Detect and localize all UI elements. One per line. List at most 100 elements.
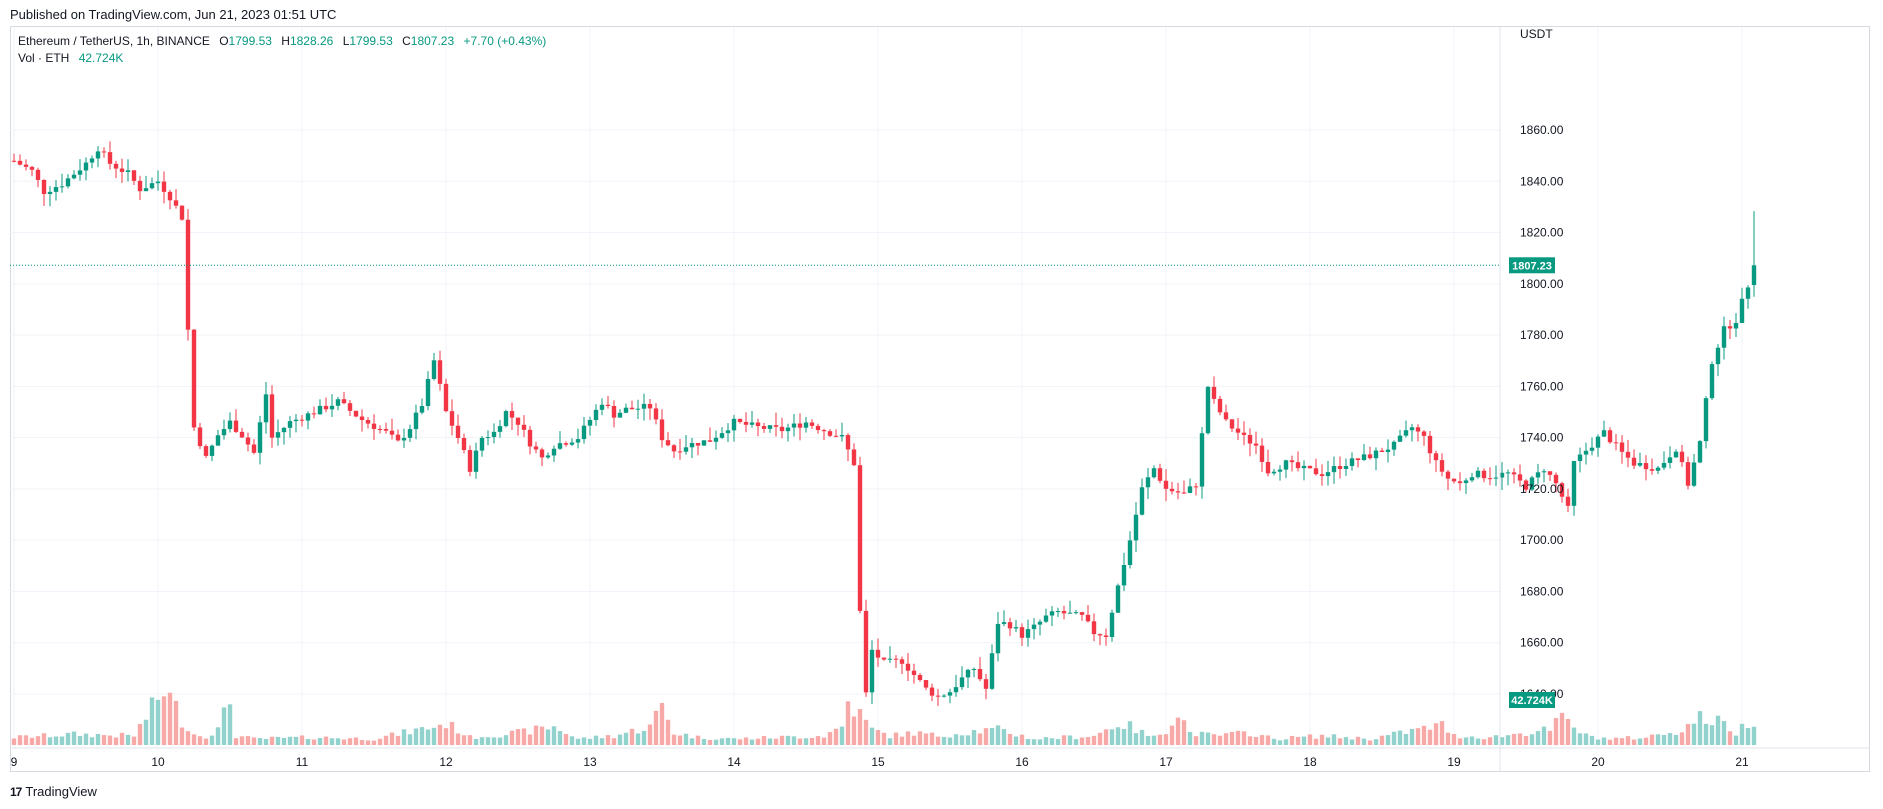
volume-bar <box>221 707 227 745</box>
candle-body <box>1289 460 1295 463</box>
candle-body <box>1013 627 1019 629</box>
volume-bar <box>635 733 641 745</box>
low-key: L <box>342 34 350 48</box>
volume-bar <box>857 709 863 745</box>
candle-body <box>287 421 293 428</box>
volume-bar <box>1223 733 1229 745</box>
last-price-label: 1807.23 <box>1512 260 1552 272</box>
candle-body <box>683 447 689 452</box>
candle-body <box>485 437 491 439</box>
volume-bar <box>491 737 497 745</box>
volume-bar <box>1577 733 1583 745</box>
candle-body <box>1337 466 1343 469</box>
candle-body <box>305 413 311 421</box>
volume-bar <box>575 738 581 745</box>
volume-bar <box>119 732 125 745</box>
y-tick-label: 1740.00 <box>1520 431 1564 445</box>
volume-bar <box>1127 721 1133 745</box>
candle-body <box>1127 540 1133 566</box>
volume-bar <box>233 738 239 745</box>
volume-bar <box>1409 729 1415 745</box>
volume-bar <box>815 736 821 745</box>
volume-bar <box>1619 738 1625 745</box>
candle-body <box>1319 474 1325 477</box>
volume-bar <box>215 727 221 745</box>
candle-body <box>971 668 977 670</box>
candle-body <box>989 653 995 689</box>
candle-body <box>755 422 761 427</box>
candle-body <box>23 164 29 167</box>
volume-bar <box>1379 735 1385 745</box>
candle-body <box>131 170 137 181</box>
candle-body <box>1307 465 1313 469</box>
volume-bar <box>1199 731 1205 745</box>
candle-body <box>401 437 407 441</box>
volume-bar <box>1403 733 1409 745</box>
volume-bar <box>1133 733 1139 745</box>
volume-bar <box>863 719 869 745</box>
candle-body <box>1643 463 1649 470</box>
candle-body <box>1163 480 1169 489</box>
volume-bar <box>1649 734 1655 745</box>
volume-bar <box>1265 735 1271 745</box>
volume-bar <box>53 736 59 745</box>
volume-label[interactable]: Vol · ETH <box>18 51 70 65</box>
volume-bar <box>131 736 137 745</box>
symbol-label[interactable]: Ethereum / TetherUS, 1h, BINANCE <box>18 34 210 48</box>
candle-body <box>689 443 695 448</box>
volume-bar <box>107 735 113 745</box>
candle-body <box>233 420 239 432</box>
candle-body <box>1001 622 1007 624</box>
candle-body <box>1541 471 1547 473</box>
candle-body <box>479 437 485 451</box>
volume-bar <box>113 737 119 745</box>
volume-bar <box>161 696 167 745</box>
volume-bar <box>1175 717 1181 745</box>
x-tick-label: 18 <box>1303 755 1317 769</box>
volume-bar <box>461 735 467 745</box>
candle-body <box>707 440 713 442</box>
candle-body <box>935 695 941 697</box>
volume-bar <box>29 737 35 745</box>
footer-brand[interactable]: 17 TradingView <box>10 784 97 799</box>
candle-body <box>737 418 743 422</box>
volume-bar <box>1025 739 1031 745</box>
chart-frame[interactable] <box>10 26 1870 772</box>
volume-bar <box>1313 738 1319 745</box>
candle-body <box>221 429 227 436</box>
candle-body <box>155 181 161 184</box>
volume-bar <box>1145 735 1151 745</box>
volume-bar <box>1211 734 1217 745</box>
close-value: 1807.23 <box>410 34 455 48</box>
y-tick-label: 1660.00 <box>1520 636 1564 650</box>
candle-body <box>1211 386 1217 399</box>
last-volume-badge <box>1509 692 1555 708</box>
candle-body <box>1679 451 1685 463</box>
candle-body <box>569 442 575 445</box>
candle-body <box>257 422 263 453</box>
volume-bar <box>395 735 401 745</box>
volume-bar <box>23 735 29 745</box>
candle-body <box>911 670 917 675</box>
candle-body <box>1031 624 1037 630</box>
candle-body <box>1751 265 1757 286</box>
candle-body <box>299 419 305 421</box>
volume-bar <box>1451 733 1457 745</box>
volume-bar <box>959 735 965 745</box>
volume-bar <box>1523 736 1529 745</box>
volume-bar <box>59 736 65 745</box>
candle-body <box>89 158 95 163</box>
volume-bar <box>1343 737 1349 745</box>
candle-body <box>1619 442 1625 452</box>
volume-bar <box>947 737 953 745</box>
candle-body <box>1547 471 1553 475</box>
high-value: 1828.26 <box>289 34 334 48</box>
volume-bar <box>827 732 833 745</box>
volume-bars <box>11 692 1757 745</box>
volume-bar <box>935 736 941 745</box>
volume-bar <box>1487 737 1493 745</box>
volume-bar <box>527 734 533 745</box>
volume-bar <box>719 738 725 745</box>
candle-body <box>1445 471 1451 479</box>
